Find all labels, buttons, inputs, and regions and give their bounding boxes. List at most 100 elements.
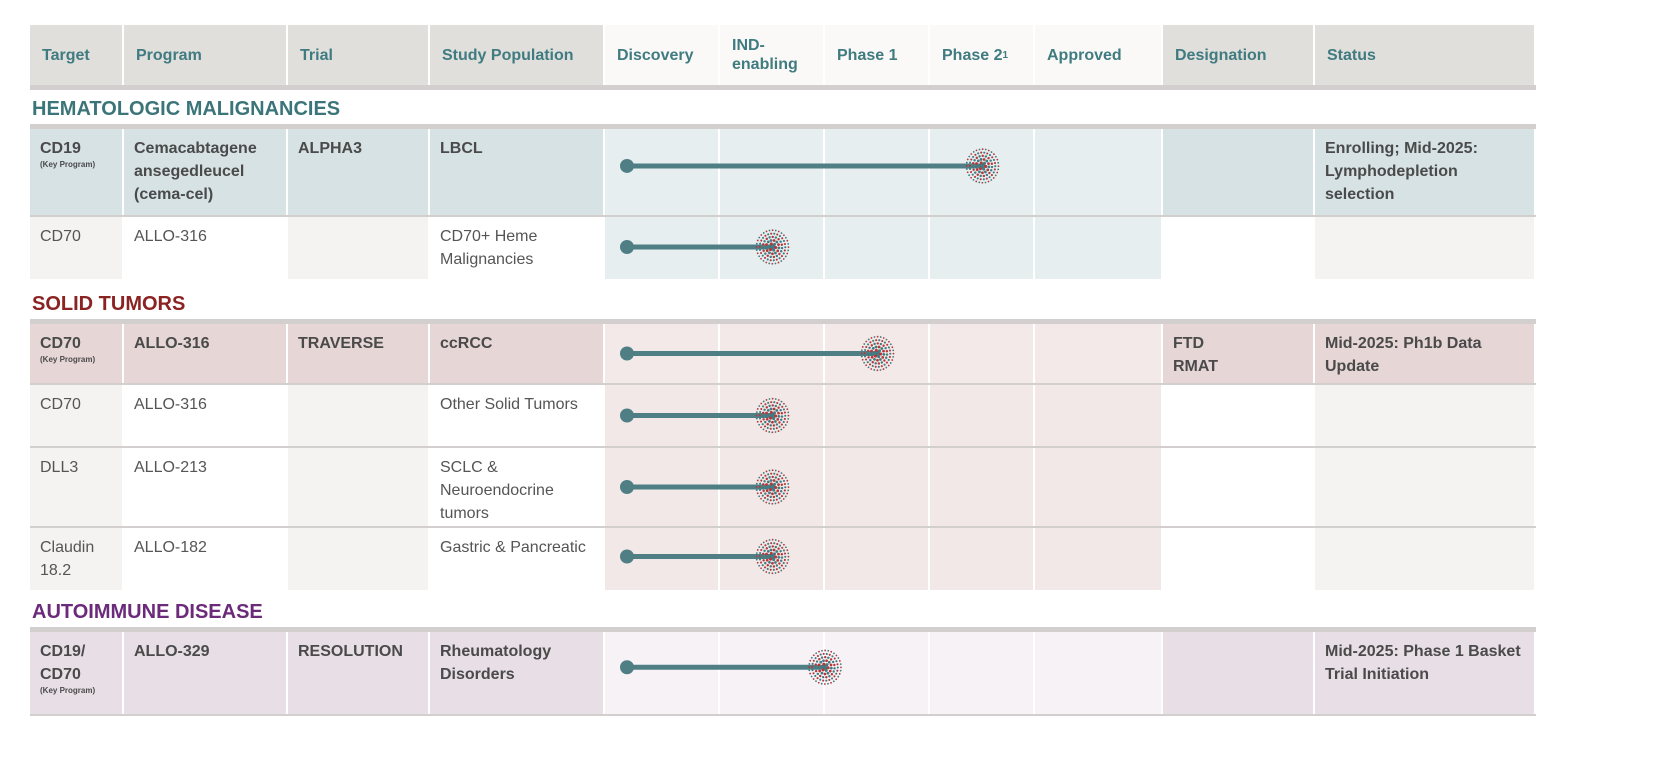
column-header-label: IND- enabling (732, 37, 798, 73)
column-header: Designation (1163, 25, 1315, 85)
program-text: ALLO-316 (134, 228, 207, 245)
cell-population: ccRCC (430, 324, 605, 386)
target-text: Claudin 18.2 (40, 539, 95, 579)
column-header: Target (30, 25, 124, 85)
cell-population: CD70+ Heme Malignancies (430, 217, 605, 279)
cell-program: ALLO-213 (124, 448, 288, 533)
cell-target: CD70 (Key Program) (30, 324, 124, 386)
pipeline-row: CD19 (Key Program) Cemacabtagene ansegedle… (30, 124, 1536, 215)
column-header: Phase 1 (825, 25, 930, 85)
column-header: Study Population (430, 25, 605, 85)
key-program-note: (Key Program) (40, 686, 96, 695)
column-header-label: Phase 1 (837, 46, 898, 64)
stage-cell (1035, 217, 1163, 279)
stage-cell (930, 528, 1035, 590)
cell-population: Gastric & Pancreatic (430, 528, 605, 590)
column-header: IND- enabling (720, 25, 825, 85)
column-header-label: Study Population (442, 46, 574, 64)
footnote-marker: 1 (1002, 49, 1009, 61)
cell-program: ALLO-316 (124, 385, 288, 446)
stage-cell (825, 385, 930, 446)
column-header: Discovery (605, 25, 720, 85)
stage-cell (1035, 324, 1163, 386)
cell-target: Claudin 18.2 (30, 528, 124, 590)
column-header-label: Approved (1047, 46, 1122, 64)
cell-population: SCLC & Neuroendocrine tumors (430, 448, 605, 533)
cell-target: CD70 (30, 217, 124, 279)
cell-trial (288, 448, 430, 533)
stage-cell (605, 448, 720, 533)
stage-cell (930, 385, 1035, 446)
stage-cell (605, 632, 720, 714)
stage-cell (720, 528, 825, 590)
column-header-label: Trial (300, 46, 333, 64)
stage-cell (1035, 632, 1163, 714)
key-program-note: (Key Program) (40, 160, 96, 169)
status-text: Mid-2025: Phase 1 Basket Trial Initiatio… (1325, 643, 1521, 683)
target-text: CD70 (40, 396, 81, 413)
section-title: HEMATOLOGIC MALIGNANCIES (32, 98, 341, 120)
stage-cell (605, 129, 720, 215)
stage-cell (720, 632, 825, 714)
stage-cell (605, 324, 720, 386)
status-text: Enrolling; Mid-2025: Lymphodepletion sel… (1325, 140, 1478, 203)
column-header: Status (1315, 25, 1536, 85)
stage-cell (720, 129, 825, 215)
cell-trial: TRAVERSE (288, 324, 430, 386)
cell-trial (288, 385, 430, 446)
program-text: ALLO-213 (134, 459, 207, 476)
stage-cell (605, 217, 720, 279)
cell-target: DLL3 (30, 448, 124, 533)
population-text: ccRCC (440, 335, 493, 352)
target-text: CD19/ CD70 (40, 643, 86, 683)
stage-cell (930, 129, 1035, 215)
pipeline-row: Claudin 18.2 ALLO-182 Gastric & Pancreatic (30, 526, 1536, 590)
program-text: ALLO-182 (134, 539, 207, 556)
cell-population: Other Solid Tumors (430, 385, 605, 446)
pipeline-row: CD70 (Key Program) ALLO-316 TRAVERSE ccRCC FT… (30, 319, 1536, 386)
stage-cell (605, 385, 720, 446)
trial-text: RESOLUTION (298, 643, 403, 660)
cell-designation (1163, 632, 1315, 714)
cell-status (1315, 448, 1536, 533)
stage-cell (825, 129, 930, 215)
program-text: Cemacabtagene ansegedleucel (cema-cel) (134, 140, 257, 203)
cell-program: ALLO-316 (124, 217, 288, 279)
stage-cell (720, 448, 825, 533)
program-text: ALLO-316 (134, 396, 207, 413)
cell-designation (1163, 528, 1315, 590)
column-header: Program (124, 25, 288, 85)
stage-cell (1035, 528, 1163, 590)
population-text: Gastric & Pancreatic (440, 539, 586, 556)
column-header-label: Discovery (617, 46, 694, 64)
cell-status: Enrolling; Mid-2025: Lymphodepletion sel… (1315, 129, 1536, 215)
program-text: ALLO-329 (134, 643, 210, 660)
population-text: SCLC & Neuroendocrine tumors (440, 459, 554, 522)
pipeline-table: Target Program Trial Study Population Discov… (30, 25, 1536, 716)
population-text: Rheumatology Disorders (440, 643, 552, 683)
section-title: AUTOIMMUNE DISEASE (32, 601, 263, 623)
key-program-note: (Key Program) (40, 355, 96, 364)
cell-population: Rheumatology Disorders (430, 632, 605, 714)
cell-designation (1163, 385, 1315, 446)
stage-cell (825, 528, 930, 590)
table-header: Target Program Trial Study Population Discov… (30, 25, 1536, 90)
cell-designation (1163, 129, 1315, 215)
cell-designation (1163, 448, 1315, 533)
cell-program: Cemacabtagene ansegedleucel (cema-cel) (124, 129, 288, 215)
stage-cell (825, 217, 930, 279)
stage-cell (605, 528, 720, 590)
cell-designation: FTD RMAT (1163, 324, 1315, 386)
target-text: CD19 (40, 140, 81, 157)
cell-trial: ALPHA3 (288, 129, 430, 215)
cell-status (1315, 217, 1536, 279)
cell-target: CD70 (30, 385, 124, 446)
target-text: DLL3 (40, 459, 79, 476)
stage-cell (930, 217, 1035, 279)
cell-status: Mid-2025: Phase 1 Basket Trial Initiatio… (1315, 632, 1536, 714)
cell-target: CD19/ CD70 (Key Program) (30, 632, 124, 714)
target-text: CD70 (40, 228, 81, 245)
cell-trial: RESOLUTION (288, 632, 430, 714)
cell-status (1315, 528, 1536, 590)
trial-text: ALPHA3 (298, 140, 363, 157)
